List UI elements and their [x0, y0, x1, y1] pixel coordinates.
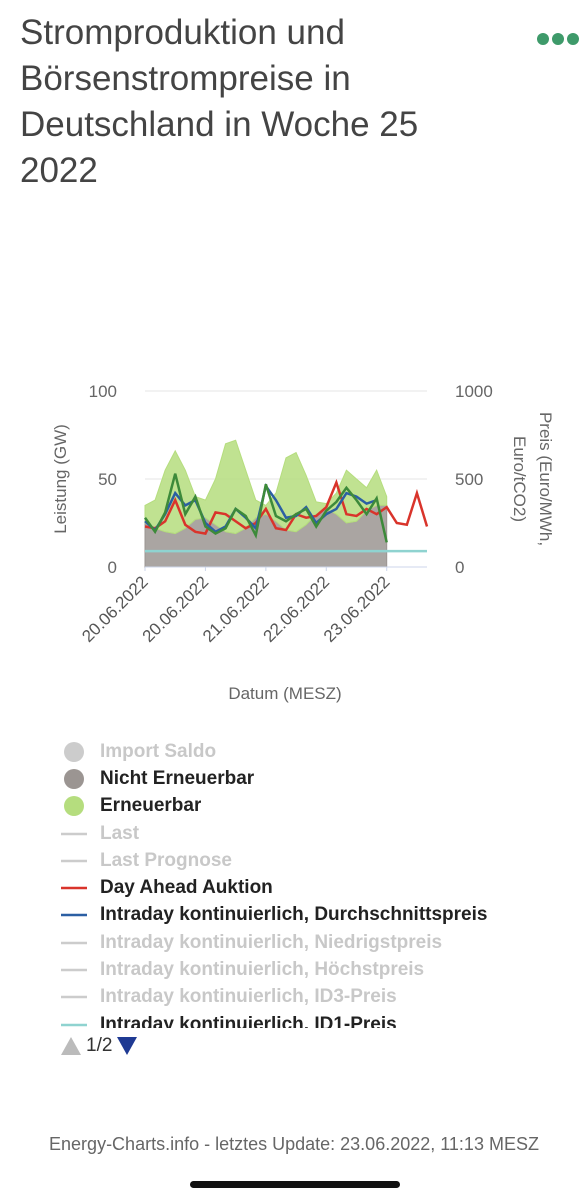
legend-item[interactable]: Day Ahead Auktion	[60, 874, 560, 901]
legend-label: Nicht Erneuerbar	[100, 767, 255, 789]
legend-label: Last	[100, 822, 140, 844]
legend-item[interactable]: Erneuerbar	[60, 793, 560, 820]
legend: Import Saldo Nicht Erneuerbar Erneuerbar La…	[60, 738, 560, 1028]
y-tick-label: 100	[89, 382, 117, 401]
legend-label: Intraday kontinuierlich, Niedrigstpreis	[100, 931, 443, 953]
legend-symbol	[61, 886, 87, 890]
footer: Energy-Charts.info - letztes Update: 23.…	[49, 1134, 539, 1154]
x-tick-label: 23.06.2022	[320, 572, 394, 646]
area	[144, 439, 388, 535]
page-down[interactable]	[116, 1036, 138, 1056]
y-axis-title: Leistung (GW)	[51, 424, 70, 534]
page-up[interactable]	[60, 1036, 82, 1056]
legend-label: Intraday kontinuierlich, Höchstpreis	[100, 959, 425, 981]
legend-item[interactable]: Intraday kontinuierlich, Höchstpreis	[60, 956, 560, 983]
legend-symbol	[61, 859, 87, 863]
y2-tick-label: 0	[455, 558, 464, 577]
y-tick-label: 0	[108, 558, 117, 577]
legend-symbol	[61, 1023, 87, 1026]
legend-item[interactable]: Intraday kontinuierlich, ID1-Preis	[60, 1011, 560, 1028]
legend-symbol	[61, 996, 87, 999]
legend-label: Intraday kontinuierlich, ID3-Preis	[100, 986, 397, 1008]
legend-item[interactable]: Intraday kontinuierlich, Niedrigstpreis	[60, 929, 560, 956]
legend-symbol	[64, 741, 84, 762]
legend-label: Intraday kontinuierlich, Durchschnittspr…	[100, 904, 488, 926]
legend-item[interactable]: Intraday kontinuierlich, Durchschnittspr…	[60, 902, 560, 929]
chart: Datum (MESZ) Leistung (GW) Preis (Euro/M…	[51, 382, 555, 703]
legend-label: Import Saldo	[100, 740, 217, 762]
menu-button[interactable]	[536, 32, 580, 46]
legend-item[interactable]: Nicht Erneuerbar	[60, 765, 560, 792]
y2-axis-title: Euro/tCO2)	[510, 436, 529, 522]
page-title: Stromproduktion und Börsenstrompreise in…	[20, 13, 419, 190]
legend-item[interactable]: Import Saldo	[60, 738, 560, 765]
legend-symbol	[61, 832, 87, 835]
legend-label: Day Ahead Auktion	[100, 877, 273, 899]
legend-pager: 1/2	[60, 1035, 138, 1057]
home-indicator	[190, 1181, 400, 1188]
y2-tick-label: 500	[455, 470, 483, 489]
line	[143, 473, 388, 543]
page-indicator: 1/2	[86, 1035, 113, 1056]
legend-label: Intraday kontinuierlich, ID1-Preis	[100, 1013, 397, 1028]
legend-symbol	[64, 796, 84, 817]
legend-symbol	[64, 768, 84, 789]
legend-symbol	[61, 941, 87, 944]
y2-tick-label: 1000	[455, 382, 493, 401]
legend-symbol	[61, 968, 87, 972]
legend-label: Last Prognose	[100, 849, 232, 871]
legend-item[interactable]: Last Prognose	[60, 847, 560, 874]
y-tick-label: 50	[98, 470, 117, 489]
legend-item[interactable]: Last	[60, 820, 560, 847]
legend-label: Erneuerbar	[100, 795, 202, 817]
y2-axis-title: Preis (Euro/MWh,	[536, 412, 555, 546]
legend-item[interactable]: Intraday kontinuierlich, ID3-Preis	[60, 984, 560, 1011]
x-axis-title: Datum (MESZ)	[228, 684, 341, 703]
legend-symbol	[61, 914, 87, 917]
